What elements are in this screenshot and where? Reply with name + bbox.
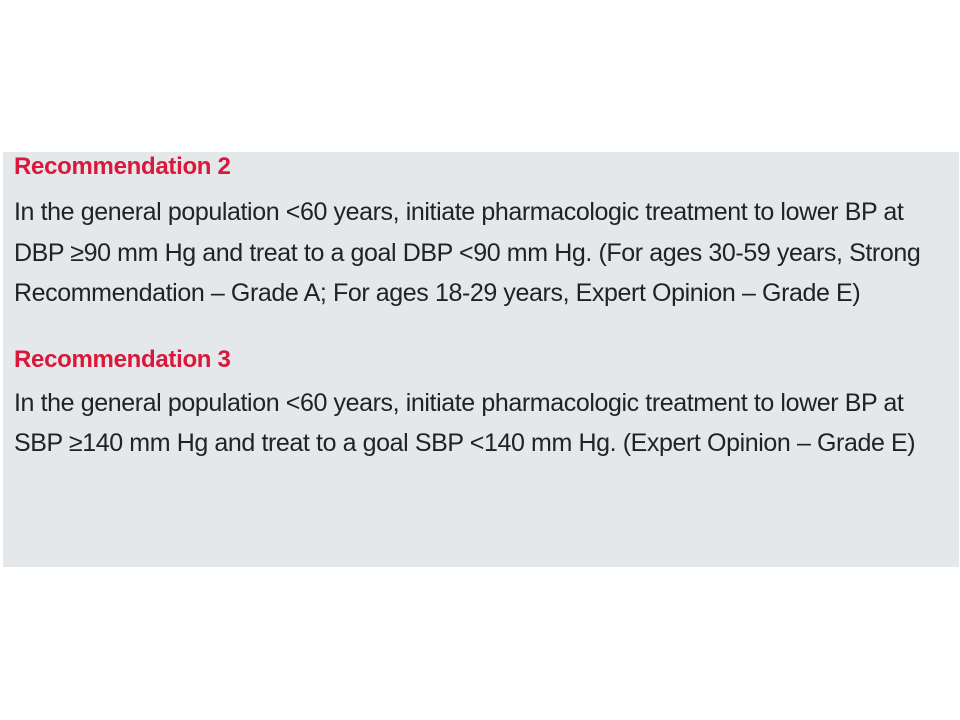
recommendation-3-title: Recommendation 3: [14, 345, 231, 373]
recommendation-3: Recommendation 3 In the general populati…: [14, 346, 959, 464]
recommendation-3-text: In the general population <60 years, ini…: [14, 388, 916, 458]
recommendation-2-title: Recommendation 2: [14, 153, 231, 180]
recommendation-2-text: In the general population <60 years, ini…: [14, 198, 921, 307]
recommendation-panel: Recommendation 2 In the general populati…: [3, 152, 959, 567]
recommendation-2: Recommendation 2 In the general populati…: [14, 152, 959, 314]
